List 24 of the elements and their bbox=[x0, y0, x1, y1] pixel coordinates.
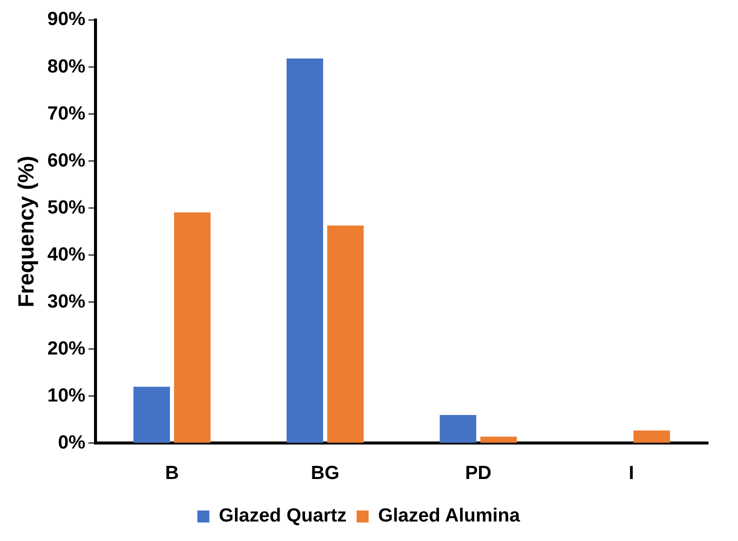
x-tick-label: I bbox=[628, 462, 634, 484]
y-tick-label: 30% bbox=[47, 291, 86, 312]
y-tick-label: 40% bbox=[47, 244, 86, 266]
bar bbox=[327, 225, 364, 443]
bar bbox=[174, 212, 211, 443]
y-tick-label: 20% bbox=[47, 338, 86, 360]
bar bbox=[633, 430, 670, 443]
bar bbox=[480, 436, 517, 443]
bar bbox=[286, 58, 324, 443]
x-tick-label: PD bbox=[465, 462, 492, 484]
bar bbox=[440, 414, 476, 443]
y-tick-label: 10% bbox=[47, 385, 86, 406]
y-tick-label: 70% bbox=[47, 103, 86, 124]
y-tick-label: 60% bbox=[47, 150, 86, 172]
y-axis-title: Frequency (%) bbox=[13, 156, 38, 308]
legend-label: Glazed Alumina bbox=[378, 506, 520, 527]
y-tick-label: 50% bbox=[47, 197, 86, 218]
y-tick-label: 0% bbox=[58, 432, 86, 454]
y-tick-label: 80% bbox=[47, 56, 86, 78]
y-tick-label: 90% bbox=[47, 9, 86, 30]
bar bbox=[133, 386, 170, 443]
x-tick-label: BG bbox=[310, 462, 340, 484]
x-tick-label: B bbox=[165, 462, 179, 484]
legend-label: Glazed Quartz bbox=[218, 506, 347, 527]
